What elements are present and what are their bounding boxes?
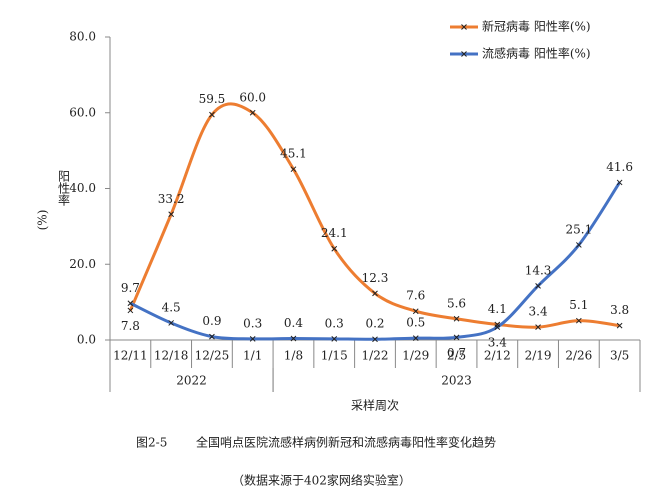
x-tick-label: 12/18 bbox=[154, 349, 189, 363]
point-marker bbox=[209, 111, 215, 118]
point-marker bbox=[412, 335, 419, 341]
point-marker bbox=[209, 333, 215, 340]
x-tick-label: 1/1 bbox=[243, 349, 262, 363]
x-tick-label: 2/19 bbox=[525, 349, 552, 363]
source-note: （数据来源于402家网络实验室） bbox=[232, 473, 411, 488]
data-label: 0.3 bbox=[325, 316, 344, 330]
point-marker bbox=[372, 290, 378, 297]
legend-marker bbox=[461, 24, 467, 30]
data-label: 0.4 bbox=[284, 316, 303, 330]
point-marker bbox=[494, 324, 501, 330]
point-marker bbox=[616, 179, 623, 186]
point-marker bbox=[616, 322, 623, 329]
y-tick-label: 60.0 bbox=[69, 105, 96, 119]
point-marker bbox=[453, 334, 460, 341]
point-marker bbox=[535, 324, 541, 330]
point-marker bbox=[535, 282, 541, 289]
y-tick-label: 40.0 bbox=[69, 181, 96, 195]
y-tick-label: 20.0 bbox=[69, 257, 96, 271]
data-label: 5.1 bbox=[569, 298, 588, 312]
point-marker bbox=[372, 336, 378, 343]
x-tick-label: 1/8 bbox=[284, 349, 303, 363]
point-marker bbox=[249, 109, 256, 116]
x-tick-label: 2/26 bbox=[565, 349, 592, 363]
caption: 全国哨点医院流感样病例新冠和流感病毒阳性率变化趋势 bbox=[196, 435, 496, 450]
x-tick-label: 12/25 bbox=[195, 349, 230, 363]
data-label: 60.0 bbox=[239, 90, 266, 104]
y-tick-label: 80.0 bbox=[69, 30, 96, 44]
point-marker bbox=[575, 242, 582, 248]
data-label: 9.7 bbox=[121, 281, 140, 295]
data-label: 3.4 bbox=[488, 336, 507, 350]
data-label: 7.6 bbox=[406, 289, 425, 303]
data-label: 0.5 bbox=[406, 316, 425, 330]
data-label: 4.1 bbox=[488, 302, 507, 316]
point-marker bbox=[453, 315, 460, 322]
x-tick-label: 1/29 bbox=[402, 349, 429, 363]
point-marker bbox=[127, 307, 134, 314]
y-axis-label: (%) bbox=[36, 210, 50, 231]
point-marker bbox=[290, 335, 297, 342]
data-label: 41.6 bbox=[606, 160, 633, 174]
point-marker bbox=[331, 245, 338, 252]
x-tick-label: 2/5 bbox=[447, 349, 466, 363]
point-marker bbox=[168, 320, 175, 326]
y-tick-label: 0.0 bbox=[77, 333, 96, 347]
data-label: 45.1 bbox=[280, 147, 307, 161]
x-tick-label: 1/22 bbox=[362, 349, 389, 363]
data-label: 5.6 bbox=[447, 296, 466, 310]
point-marker bbox=[331, 336, 338, 342]
data-label: 33.2 bbox=[158, 192, 185, 206]
data-label: 3.4 bbox=[529, 305, 548, 319]
x-tick-label: 2/12 bbox=[484, 349, 511, 363]
y-axis-label: 阳性率 bbox=[57, 170, 71, 206]
data-label: 7.8 bbox=[121, 319, 140, 333]
legend-marker bbox=[461, 51, 467, 57]
data-label: 4.5 bbox=[162, 300, 181, 314]
x-tick-label: 3/5 bbox=[610, 349, 629, 363]
data-label: 0.2 bbox=[365, 317, 384, 331]
group-label: 2022 bbox=[176, 374, 207, 388]
series-line bbox=[129, 102, 620, 329]
point-marker bbox=[412, 308, 419, 315]
point-marker bbox=[290, 166, 297, 173]
data-label: 0.3 bbox=[243, 316, 262, 330]
data-label: 59.5 bbox=[199, 92, 226, 106]
point-marker bbox=[575, 317, 582, 324]
legend-label: 新冠病毒 阳性率(%) bbox=[482, 19, 591, 34]
data-label: 0.7 bbox=[447, 346, 466, 360]
x-tick-label: 12/11 bbox=[113, 349, 148, 363]
data-label: 0.9 bbox=[202, 314, 221, 328]
point-marker bbox=[249, 336, 256, 342]
point-marker bbox=[168, 211, 175, 218]
group-label: 2023 bbox=[441, 374, 472, 388]
data-label: 14.3 bbox=[525, 263, 552, 277]
data-label: 12.3 bbox=[362, 271, 389, 285]
data-label: 25.1 bbox=[565, 222, 592, 236]
x-axis-title: 采样周次 bbox=[351, 398, 399, 413]
data-label: 3.8 bbox=[610, 303, 629, 317]
data-label: 24.1 bbox=[321, 226, 348, 240]
x-tick-label: 1/15 bbox=[321, 349, 348, 363]
figure-number: 图2-5 bbox=[136, 436, 167, 450]
point-marker bbox=[127, 300, 134, 307]
legend-label: 流感病毒 阳性率(%) bbox=[482, 46, 591, 61]
